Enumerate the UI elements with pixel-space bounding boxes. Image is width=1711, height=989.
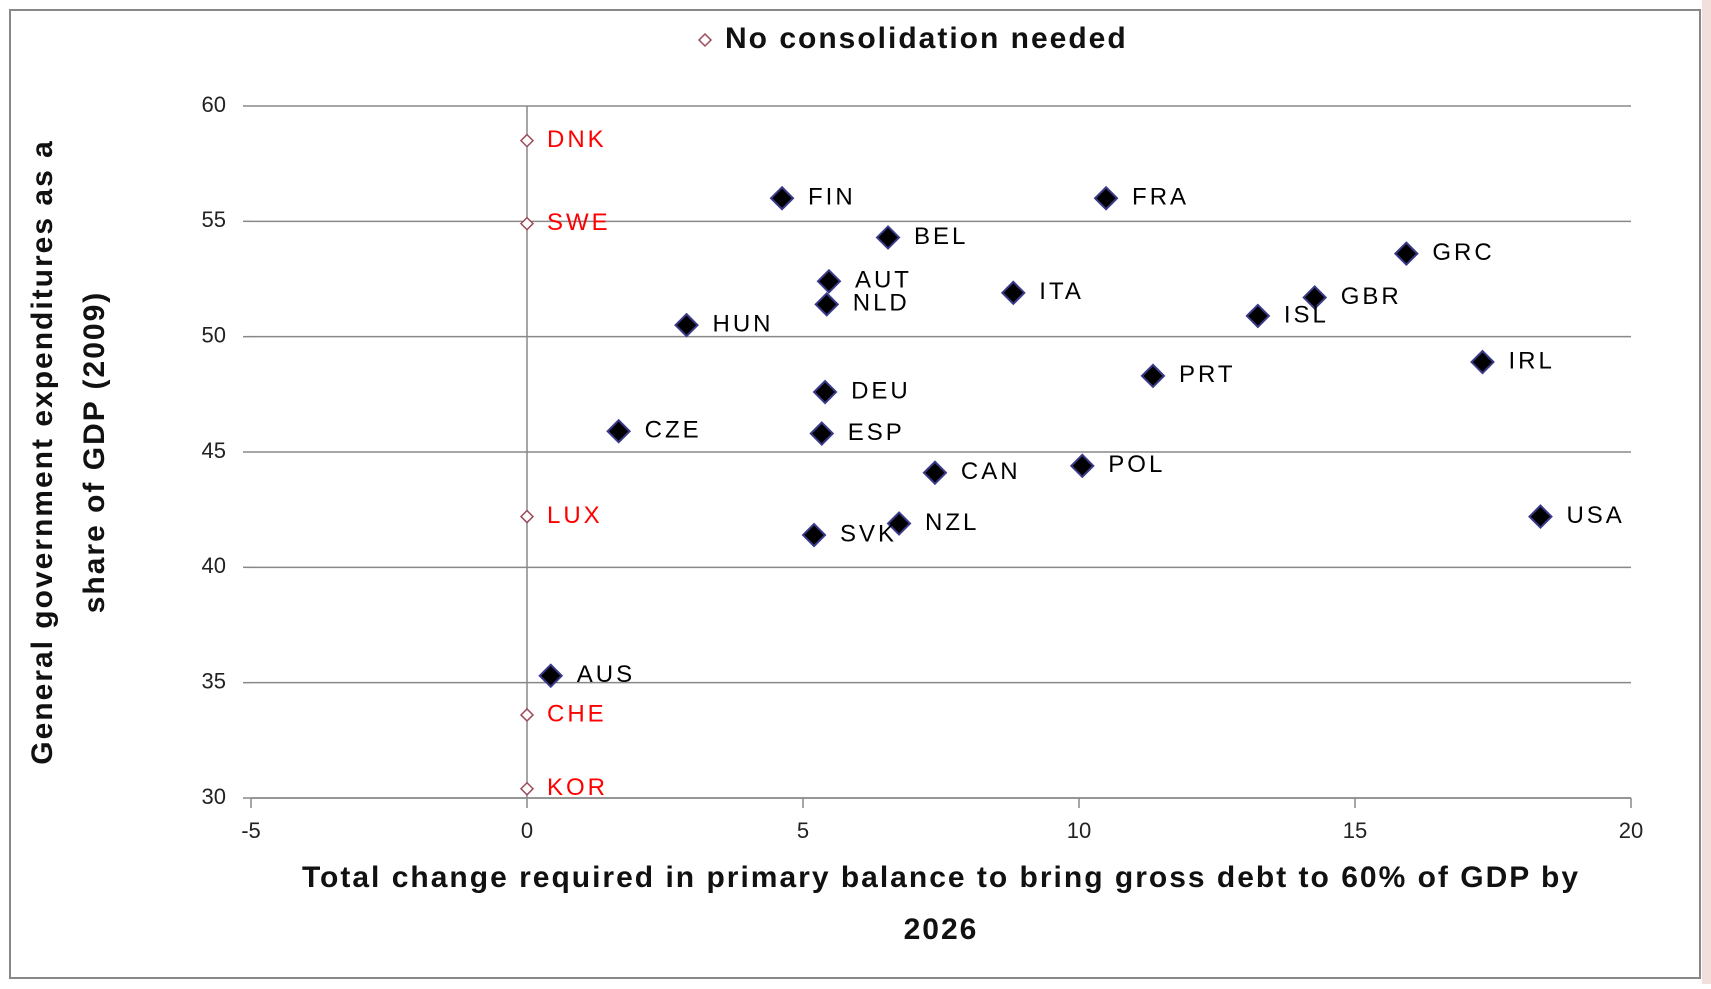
point-label: DEU bbox=[851, 377, 911, 404]
point-label: FIN bbox=[808, 184, 856, 211]
point-label: PRT bbox=[1179, 361, 1236, 388]
chart-frame bbox=[9, 9, 1701, 979]
point bbox=[538, 663, 564, 689]
point-label: KOR bbox=[547, 774, 608, 801]
point bbox=[1528, 504, 1553, 530]
x-tick-label: -5 bbox=[241, 818, 261, 843]
point bbox=[519, 133, 535, 148]
y-tick-label: 35 bbox=[202, 668, 226, 693]
point bbox=[519, 707, 535, 723]
point-label: IRL bbox=[1509, 347, 1555, 374]
point-label: USA bbox=[1566, 502, 1624, 529]
point bbox=[886, 511, 912, 536]
point bbox=[1140, 363, 1166, 389]
edge-strip bbox=[1702, 0, 1711, 984]
point bbox=[769, 185, 795, 211]
y-tick-label: 40 bbox=[202, 553, 226, 578]
point-label: HUN bbox=[713, 310, 774, 337]
point-label: SVK bbox=[840, 520, 897, 547]
point-label: ISL bbox=[1284, 301, 1329, 328]
point bbox=[801, 522, 827, 548]
x-tick-label: 5 bbox=[797, 818, 809, 843]
point-label: GRC bbox=[1432, 239, 1494, 266]
point-label: LUX bbox=[547, 502, 603, 529]
point-label: NZL bbox=[925, 509, 979, 536]
point bbox=[519, 216, 535, 231]
point-label: FRA bbox=[1132, 184, 1189, 211]
point bbox=[1393, 241, 1419, 267]
point bbox=[1093, 185, 1119, 211]
legend-label: No consolidation needed bbox=[725, 22, 1128, 55]
point bbox=[519, 509, 535, 524]
point bbox=[1000, 280, 1026, 306]
y-tick-label: 50 bbox=[202, 322, 226, 347]
x-tick-label: 10 bbox=[1067, 818, 1091, 843]
point bbox=[922, 460, 948, 486]
point bbox=[812, 379, 838, 405]
point-label: GBR bbox=[1341, 283, 1402, 310]
point-label: DNK bbox=[547, 126, 607, 153]
point-label: BEL bbox=[914, 223, 968, 250]
x-axis-title: Total change required in primary balance… bbox=[302, 861, 1580, 946]
point-label: AUT bbox=[855, 267, 912, 294]
point-label: SWE bbox=[547, 209, 611, 236]
point-label: CAN bbox=[961, 458, 1021, 485]
point bbox=[809, 421, 835, 446]
point-label: CHE bbox=[547, 700, 607, 727]
point-label: POL bbox=[1108, 451, 1165, 478]
point bbox=[1245, 303, 1271, 329]
y-tick-label: 30 bbox=[202, 784, 226, 809]
point-label: ITA bbox=[1039, 278, 1084, 305]
y-tick-label: 45 bbox=[202, 438, 226, 463]
x-tick-label: 0 bbox=[521, 818, 533, 843]
point bbox=[1069, 453, 1095, 479]
point bbox=[606, 418, 632, 444]
point bbox=[875, 225, 901, 250]
point bbox=[519, 781, 535, 796]
y-axis-title: General government expenditures as a shar… bbox=[26, 139, 111, 765]
point bbox=[1302, 285, 1328, 310]
y-tick-label: 60 bbox=[202, 92, 226, 117]
y-tick-label: 55 bbox=[202, 207, 226, 232]
plot-area: 30 35 40 45 50 55 60 -5 0 5 10 15 20 Total change req… bbox=[26, 22, 1643, 946]
point bbox=[674, 312, 699, 338]
point-label: ESP bbox=[848, 419, 905, 446]
point-label: NLD bbox=[853, 290, 910, 317]
point bbox=[1470, 349, 1495, 375]
x-tick-label: 20 bbox=[1619, 818, 1643, 843]
point bbox=[816, 268, 842, 294]
point bbox=[814, 291, 840, 317]
x-tick-label: 15 bbox=[1343, 818, 1367, 843]
legend-marker bbox=[697, 32, 713, 48]
point-label: CZE bbox=[645, 417, 702, 444]
point-label: AUS bbox=[577, 661, 635, 688]
